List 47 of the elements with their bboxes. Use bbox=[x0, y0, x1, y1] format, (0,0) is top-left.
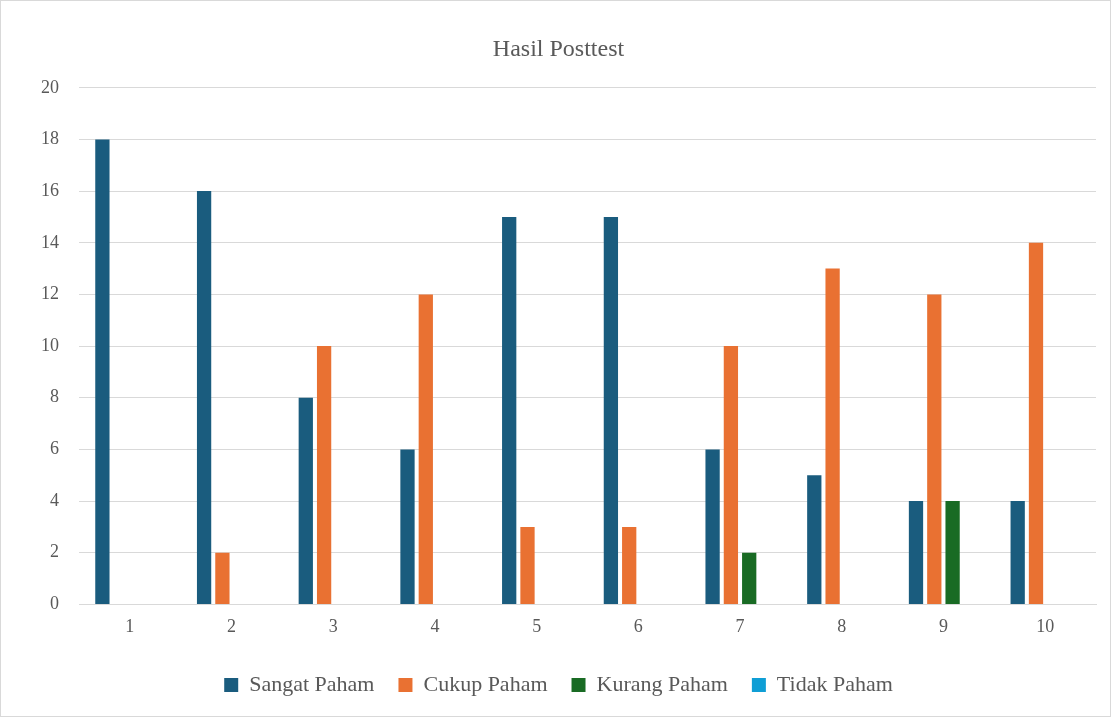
y-tick-label: 10 bbox=[41, 334, 59, 355]
x-tick-label: 4 bbox=[430, 615, 440, 636]
bar bbox=[298, 397, 313, 604]
y-tick-label: 18 bbox=[41, 128, 59, 149]
chart-title: Hasil Posttest bbox=[492, 34, 625, 61]
bar bbox=[400, 449, 415, 604]
legend-label: Tidak Paham bbox=[776, 670, 893, 696]
y-tick-label: 4 bbox=[50, 489, 59, 510]
bar bbox=[95, 139, 110, 604]
bar bbox=[1028, 242, 1044, 604]
bar bbox=[825, 268, 840, 604]
bar bbox=[945, 501, 960, 604]
x-tick-label: 5 bbox=[532, 615, 542, 636]
bar bbox=[927, 294, 942, 604]
x-tick-label: 10 bbox=[1036, 615, 1055, 636]
y-tick-label: 16 bbox=[41, 179, 59, 200]
bar bbox=[418, 294, 433, 604]
legend-label: Sangat Paham bbox=[249, 670, 375, 696]
x-tick-label: 2 bbox=[227, 615, 237, 636]
y-tick-label: 8 bbox=[50, 386, 59, 407]
bar bbox=[742, 552, 757, 604]
legend-label: Cukup Paham bbox=[423, 670, 548, 696]
bar bbox=[196, 191, 212, 604]
x-tick-label: 3 bbox=[328, 615, 338, 636]
y-tick-label: 12 bbox=[41, 283, 59, 304]
y-tick-label: 6 bbox=[50, 438, 59, 459]
bar bbox=[807, 475, 822, 604]
bar bbox=[723, 346, 739, 604]
legend-label: Kurang Paham bbox=[596, 670, 728, 696]
bar bbox=[502, 216, 517, 604]
y-tick-label: 0 bbox=[50, 593, 59, 614]
bar bbox=[705, 449, 720, 604]
x-tick-label: 6 bbox=[633, 615, 643, 636]
bar bbox=[622, 526, 637, 604]
bar bbox=[603, 216, 619, 604]
x-tick-label: 1 bbox=[125, 615, 135, 636]
x-tick-label: 7 bbox=[735, 615, 745, 636]
y-tick-label: 14 bbox=[41, 231, 59, 252]
bar bbox=[908, 501, 924, 604]
y-tick-label: 2 bbox=[50, 541, 59, 562]
x-tick-label: 8 bbox=[837, 615, 847, 636]
bar bbox=[1010, 501, 1025, 604]
bar bbox=[215, 552, 230, 604]
x-tick-label: 9 bbox=[938, 615, 948, 636]
bar bbox=[316, 346, 332, 604]
bar bbox=[520, 526, 535, 604]
y-tick-label: 20 bbox=[41, 76, 59, 97]
